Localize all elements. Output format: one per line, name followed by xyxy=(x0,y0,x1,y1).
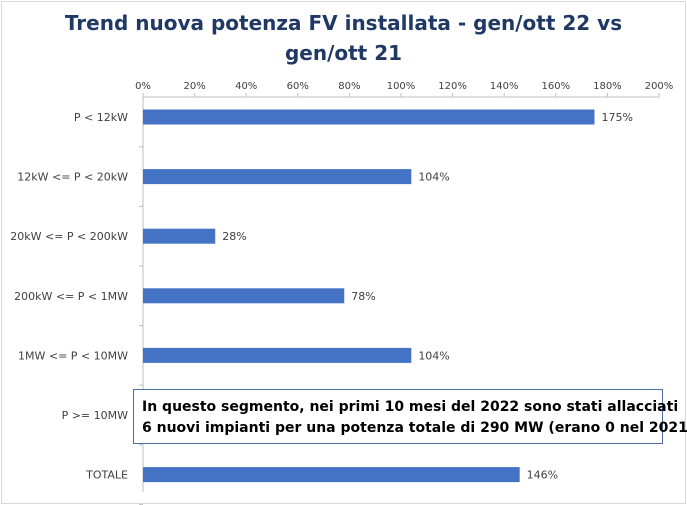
bar xyxy=(143,109,595,125)
x-tick-label: 0% xyxy=(135,81,151,92)
x-tick-label: 200% xyxy=(645,81,674,92)
bar xyxy=(143,169,412,185)
chart-title-line-1: Trend nuova potenza FV installata - gen/… xyxy=(64,11,623,35)
category-label: 20kW <= P < 200kW xyxy=(10,230,128,243)
annotation-line-1: In questo segmento, nei primi 10 mesi de… xyxy=(142,399,679,415)
x-tick-label: 80% xyxy=(338,81,360,92)
x-tick-label: 120% xyxy=(438,81,467,92)
x-tick-label: 20% xyxy=(183,81,205,92)
data-label: 28% xyxy=(222,230,246,243)
data-label: 146% xyxy=(527,469,558,482)
x-tick-label: 40% xyxy=(235,81,257,92)
chart-title-line-2: gen/ott 21 xyxy=(284,41,403,65)
bar xyxy=(143,347,412,363)
x-tick-label: 180% xyxy=(593,81,622,92)
x-tick-label: 140% xyxy=(490,81,519,92)
category-label: 200kW <= P < 1MW xyxy=(14,290,128,303)
category-label: TOTALE xyxy=(85,469,128,482)
x-tick-label: 100% xyxy=(387,81,416,92)
x-tick-label: 160% xyxy=(542,81,571,92)
bar xyxy=(143,288,345,304)
category-label: P < 12kW xyxy=(74,111,128,124)
annotation-box: In questo segmento, nei primi 10 mesi de… xyxy=(133,389,687,444)
category-label: 12kW <= P < 20kW xyxy=(17,171,128,184)
category-label: 1MW <= P < 10MW xyxy=(18,349,128,362)
data-label: 104% xyxy=(418,171,449,184)
chart-title: Trend nuova potenza FV installata - gen/… xyxy=(0,8,687,68)
category-label: P >= 10MW xyxy=(62,409,129,422)
x-tick-label: 60% xyxy=(287,81,309,92)
bar xyxy=(143,467,520,483)
data-label: 175% xyxy=(602,111,633,124)
data-label: 104% xyxy=(418,349,449,362)
bar xyxy=(143,228,216,244)
data-label: 78% xyxy=(351,290,375,303)
annotation-line-2: 6 nuovi impianti per una potenza totale … xyxy=(142,420,687,436)
